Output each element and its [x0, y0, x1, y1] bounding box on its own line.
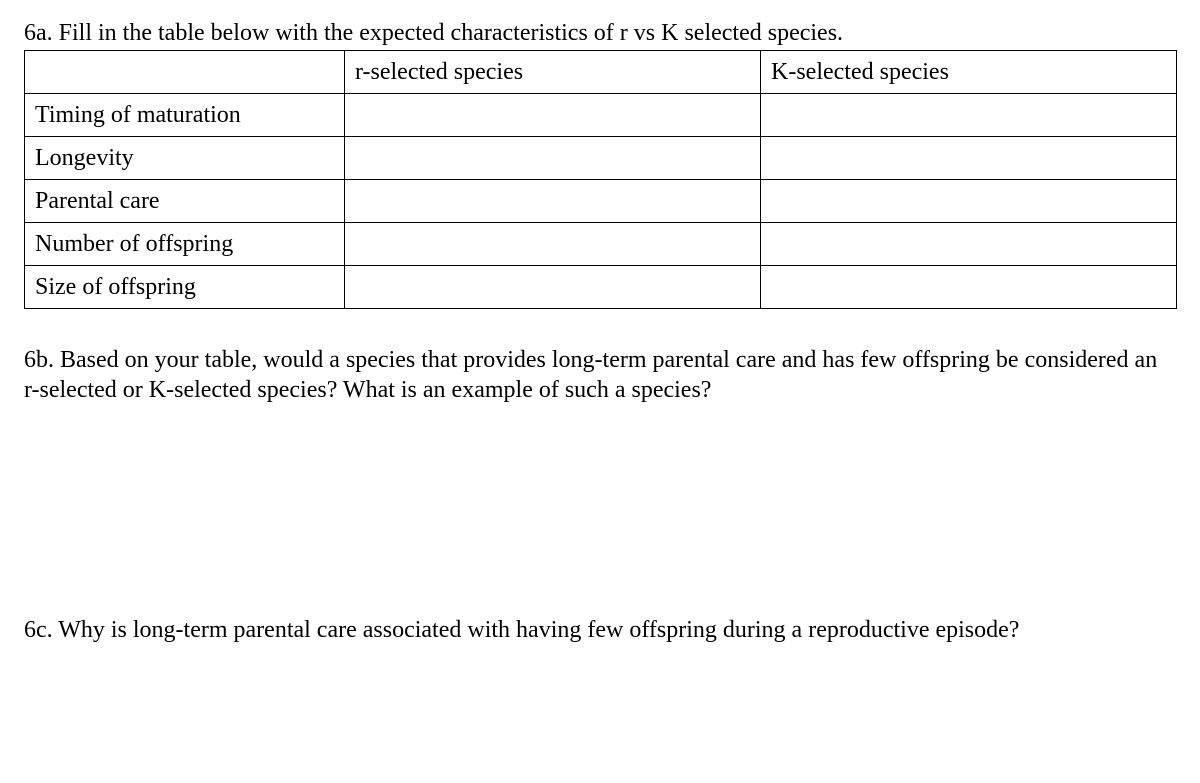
row-label: Number of offspring	[25, 223, 345, 266]
cell-k	[761, 223, 1177, 266]
table-row: Timing of maturation	[25, 94, 1177, 137]
cell-r	[345, 137, 761, 180]
header-blank	[25, 51, 345, 94]
table-row: Number of offspring	[25, 223, 1177, 266]
rk-table: r-selected species K-selected species Ti…	[24, 50, 1177, 309]
cell-r	[345, 94, 761, 137]
row-label: Size of offspring	[25, 266, 345, 309]
question-6b-prompt: 6b. Based on your table, would a species…	[24, 345, 1176, 405]
cell-k	[761, 266, 1177, 309]
row-label: Parental care	[25, 180, 345, 223]
row-label: Longevity	[25, 137, 345, 180]
cell-k	[761, 137, 1177, 180]
cell-r	[345, 266, 761, 309]
row-label: Timing of maturation	[25, 94, 345, 137]
question-6c-prompt: 6c. Why is long-term parental care assoc…	[24, 615, 1176, 645]
table-header-row: r-selected species K-selected species	[25, 51, 1177, 94]
header-k-selected: K-selected species	[761, 51, 1177, 94]
table-row: Size of offspring	[25, 266, 1177, 309]
header-r-selected: r-selected species	[345, 51, 761, 94]
answer-space-6b	[24, 405, 1176, 615]
question-6a-prompt: 6a. Fill in the table below with the exp…	[24, 18, 1176, 48]
cell-k	[761, 180, 1177, 223]
table-row: Parental care	[25, 180, 1177, 223]
table-row: Longevity	[25, 137, 1177, 180]
cell-r	[345, 223, 761, 266]
cell-r	[345, 180, 761, 223]
worksheet-page: 6a. Fill in the table below with the exp…	[0, 0, 1200, 645]
cell-k	[761, 94, 1177, 137]
